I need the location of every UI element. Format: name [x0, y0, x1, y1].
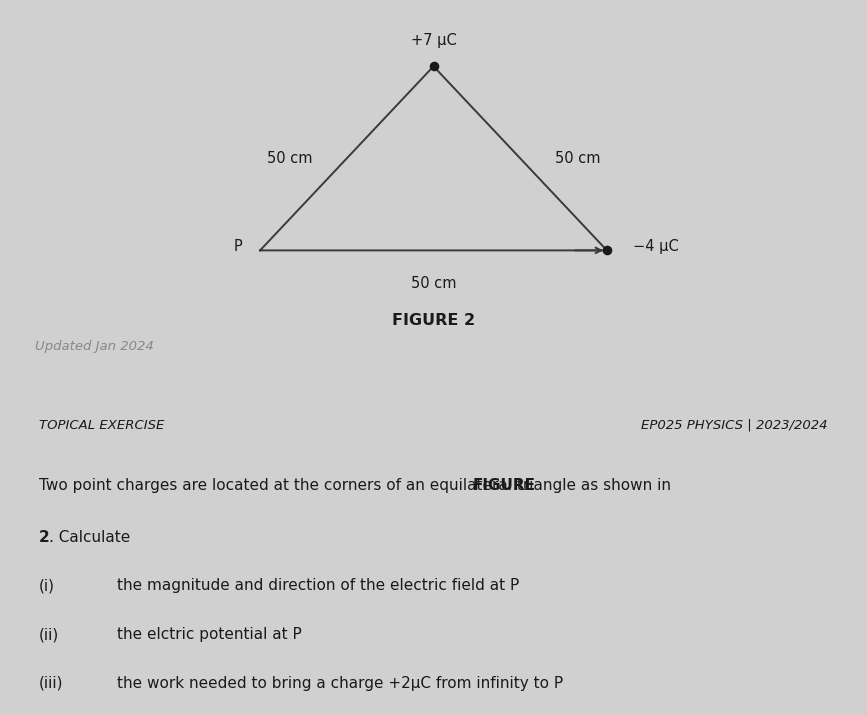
- Text: the work needed to bring a charge +2μC from infinity to P: the work needed to bring a charge +2μC f…: [117, 676, 564, 691]
- Text: 2: 2: [39, 530, 49, 545]
- Text: 50 cm: 50 cm: [267, 151, 312, 166]
- Text: EP025 PHYSICS | 2023/2024: EP025 PHYSICS | 2023/2024: [642, 419, 828, 432]
- Text: (i): (i): [39, 578, 55, 593]
- Text: FIGURE: FIGURE: [473, 478, 535, 493]
- Text: +7 μC: +7 μC: [411, 33, 456, 48]
- Text: (iii): (iii): [39, 676, 63, 691]
- Text: (ii): (ii): [39, 627, 59, 642]
- Text: the magnitude and direction of the electric field at P: the magnitude and direction of the elect…: [117, 578, 519, 593]
- Text: 50 cm: 50 cm: [555, 151, 600, 166]
- Point: [427, 61, 440, 72]
- Text: −4 μC: −4 μC: [633, 240, 679, 255]
- Text: Updated Jan 2024: Updated Jan 2024: [35, 340, 153, 353]
- Text: P: P: [234, 240, 243, 255]
- Point: [600, 245, 614, 256]
- Text: 50 cm: 50 cm: [411, 276, 456, 291]
- Text: Two point charges are located at the corners of an equilateral triangle as shown: Two point charges are located at the cor…: [39, 478, 676, 493]
- Text: TOPICAL EXERCISE: TOPICAL EXERCISE: [39, 419, 165, 432]
- Text: FIGURE 2: FIGURE 2: [392, 313, 475, 328]
- Text: . Calculate: . Calculate: [49, 530, 131, 545]
- Text: the elctric potential at P: the elctric potential at P: [117, 627, 302, 642]
